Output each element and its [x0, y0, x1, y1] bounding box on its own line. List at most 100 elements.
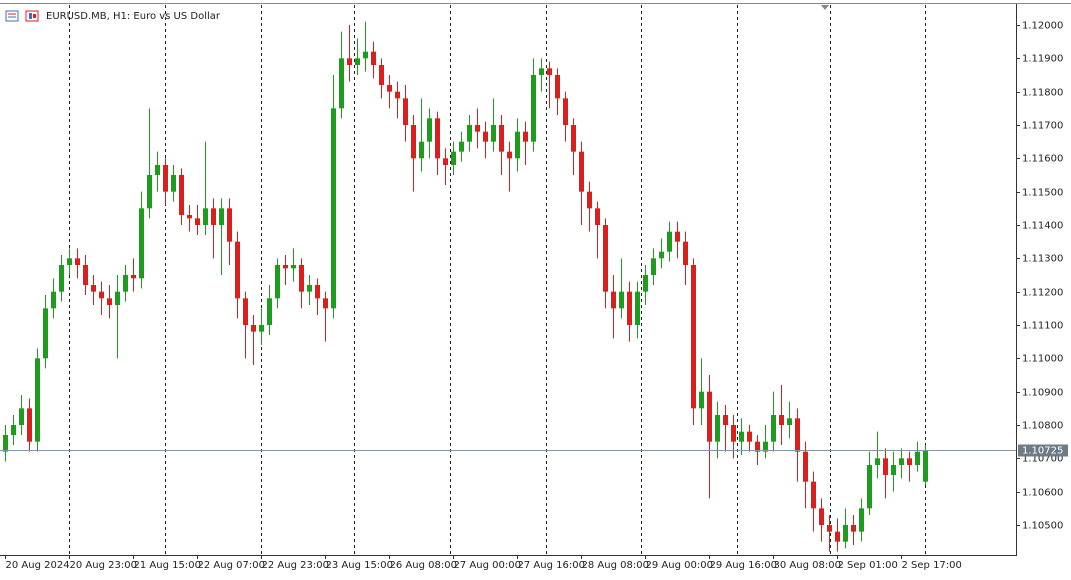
candle-body	[923, 450, 928, 482]
candle-body	[163, 165, 168, 192]
candle-body	[619, 291, 624, 309]
candle-body	[787, 418, 792, 425]
candle-body	[915, 451, 920, 465]
x-tick-label: 2 Sep 01:00	[838, 560, 898, 571]
candle-body	[875, 458, 880, 465]
y-tick-label: 1.10900	[1022, 388, 1063, 399]
y-tick-label: 1.11600	[1022, 154, 1063, 165]
candle-body	[243, 298, 248, 325]
candle-body	[795, 418, 800, 452]
candle-body	[435, 118, 440, 159]
candle-body	[507, 151, 512, 159]
icon	[5, 10, 19, 22]
x-tick-label: 29 Aug 16:00	[710, 560, 777, 571]
candle-body	[11, 425, 16, 435]
candle-body	[75, 258, 80, 265]
current-price-box	[1018, 444, 1068, 457]
candle-body	[123, 275, 128, 292]
candle-body	[419, 141, 424, 159]
y-tick-label: 1.11100	[1022, 321, 1063, 332]
candle-body	[731, 425, 736, 442]
candle-body	[515, 131, 520, 159]
candle-body	[371, 51, 376, 65]
candle-body	[483, 131, 488, 142]
y-tick-label: 1.11200	[1022, 288, 1063, 299]
candle-body	[411, 125, 416, 159]
x-tick-label: 29 Aug 00:00	[646, 560, 713, 571]
x-tick-label: 26 Aug 08:00	[390, 560, 457, 571]
candle-body	[275, 265, 280, 299]
candle-body	[27, 408, 32, 442]
candle-body	[59, 265, 64, 292]
candle-body	[203, 208, 208, 225]
candle-body	[643, 275, 648, 292]
chart-title: EURUSD.MB, H1: Euro vs US Dollar	[46, 11, 221, 22]
y-tick-label: 1.10700	[1022, 454, 1063, 465]
candle-body	[715, 415, 720, 442]
candle-body	[291, 265, 296, 269]
y-tick-label: 1.11400	[1022, 221, 1063, 232]
candle-body	[35, 358, 40, 442]
candle-body	[811, 481, 816, 509]
candle-body	[211, 208, 216, 225]
candle-body	[907, 458, 912, 465]
candle-body	[387, 85, 392, 92]
candle-body	[347, 58, 352, 65]
candle-body	[43, 308, 48, 359]
candle-body	[563, 98, 568, 125]
x-tick-label: 23 Aug 15:00	[326, 560, 393, 571]
candle-body	[83, 265, 88, 285]
candle-body	[883, 458, 888, 475]
candle-body	[195, 218, 200, 225]
candle-body	[227, 208, 232, 242]
candle-body	[659, 251, 664, 259]
candle-body	[451, 151, 456, 165]
x-tick-label: 28 Aug 08:00	[582, 560, 649, 571]
current-price-label: 1.10725	[1022, 446, 1063, 457]
candle-body	[179, 175, 184, 215]
candle-body	[491, 125, 496, 142]
candle-body	[635, 291, 640, 325]
candle-body	[611, 291, 616, 309]
candle-body	[235, 241, 240, 299]
y-tick-label: 1.11000	[1022, 354, 1063, 365]
candle-body	[819, 508, 824, 525]
candle-body	[755, 441, 760, 452]
y-tick-label: 1.11300	[1022, 254, 1063, 265]
candle-body	[723, 415, 728, 425]
y-tick-label: 1.10500	[1022, 521, 1063, 532]
candle-body	[547, 68, 552, 75]
candle-body	[355, 58, 360, 65]
candle-body	[331, 108, 336, 309]
x-tick-label: 2 Sep 17:00	[902, 560, 962, 571]
candle-body	[555, 75, 560, 99]
candle-body	[267, 298, 272, 325]
candle-body	[667, 231, 672, 252]
y-tick-label: 1.11900	[1022, 54, 1063, 65]
x-tick-label: 20 Aug 23:00	[70, 560, 137, 571]
y-tick-label: 1.11700	[1022, 121, 1063, 132]
y-tick-label: 1.10600	[1022, 488, 1063, 499]
x-tick-label: 22 Aug 23:00	[262, 560, 329, 571]
candle-body	[467, 125, 472, 142]
candle-body	[363, 51, 368, 59]
y-tick-label: 1.11800	[1022, 88, 1063, 99]
y-tick-label: 1.12000	[1022, 21, 1063, 32]
candle-body	[187, 215, 192, 219]
candle-body	[403, 98, 408, 125]
candle-body	[155, 165, 160, 175]
candle-body	[283, 265, 288, 269]
candle-body	[747, 431, 752, 442]
candle-body	[67, 258, 72, 265]
candle-body	[427, 118, 432, 142]
candle-body	[627, 291, 632, 325]
candle-body	[691, 265, 696, 409]
candle-body	[827, 525, 832, 532]
candle-body	[219, 208, 224, 225]
candle-body	[867, 465, 872, 509]
candle-body	[19, 408, 24, 425]
candle-body	[595, 208, 600, 225]
candle-body	[843, 525, 848, 542]
candle-body	[379, 65, 384, 85]
